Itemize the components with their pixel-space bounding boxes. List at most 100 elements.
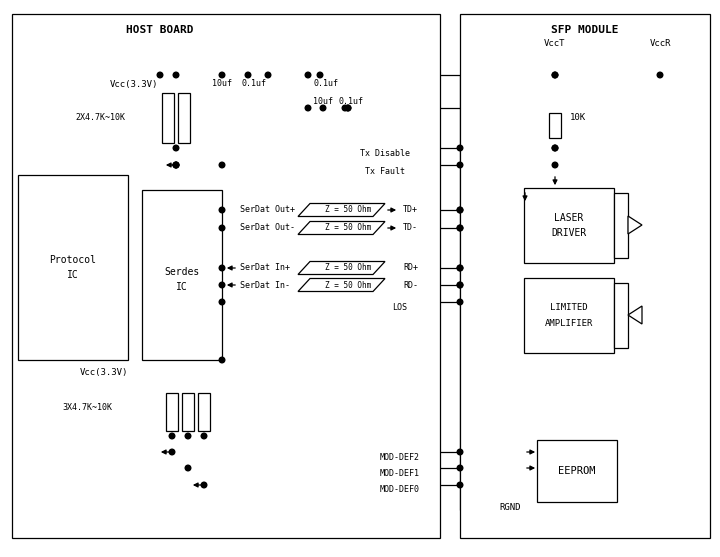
Circle shape xyxy=(345,105,351,111)
Circle shape xyxy=(457,162,463,168)
Text: HOST BOARD: HOST BOARD xyxy=(126,25,194,35)
Circle shape xyxy=(157,72,163,78)
Text: IC: IC xyxy=(67,270,79,280)
Circle shape xyxy=(552,162,558,168)
Bar xyxy=(162,93,174,143)
Circle shape xyxy=(457,225,463,231)
Circle shape xyxy=(305,72,311,78)
Circle shape xyxy=(185,433,191,439)
Text: 10K: 10K xyxy=(570,114,586,123)
Circle shape xyxy=(174,162,179,168)
Text: DRIVER: DRIVER xyxy=(552,228,587,238)
Circle shape xyxy=(457,282,463,288)
Circle shape xyxy=(174,162,179,168)
Text: RGND: RGND xyxy=(499,504,521,512)
Text: Vcc(3.3V): Vcc(3.3V) xyxy=(80,369,128,378)
Circle shape xyxy=(320,105,325,111)
Bar xyxy=(549,113,561,138)
Text: 0.1uf: 0.1uf xyxy=(313,80,338,89)
Circle shape xyxy=(457,207,463,213)
Circle shape xyxy=(246,72,251,78)
Text: Protocol: Protocol xyxy=(50,255,96,265)
Circle shape xyxy=(201,482,207,488)
Text: LIMITED: LIMITED xyxy=(550,304,588,312)
Text: Tx Fault: Tx Fault xyxy=(365,167,405,175)
Text: RD-: RD- xyxy=(403,281,418,290)
Circle shape xyxy=(174,162,179,168)
Circle shape xyxy=(457,282,463,288)
Bar xyxy=(166,393,178,431)
Bar xyxy=(182,393,194,431)
Text: Vcc(3.3V): Vcc(3.3V) xyxy=(110,80,158,89)
Circle shape xyxy=(305,105,311,111)
Polygon shape xyxy=(298,261,385,275)
Circle shape xyxy=(169,433,175,439)
Text: 2X4.7K~10K: 2X4.7K~10K xyxy=(75,114,125,123)
Text: LOS: LOS xyxy=(392,304,407,312)
Text: 0.1uf: 0.1uf xyxy=(338,97,364,106)
Circle shape xyxy=(201,433,207,439)
Text: SerDat Out-: SerDat Out- xyxy=(240,223,295,232)
Circle shape xyxy=(219,282,225,288)
Circle shape xyxy=(219,207,225,213)
Bar xyxy=(142,190,222,360)
Bar xyxy=(524,188,614,263)
Text: 3X4.7K~10K: 3X4.7K~10K xyxy=(62,403,112,413)
Text: EEPROM: EEPROM xyxy=(558,466,595,476)
Circle shape xyxy=(657,72,663,78)
Bar xyxy=(18,175,128,360)
Circle shape xyxy=(169,449,175,455)
Text: TD+: TD+ xyxy=(403,206,418,214)
Text: 10uf: 10uf xyxy=(212,80,232,89)
Bar xyxy=(460,14,710,538)
Circle shape xyxy=(318,72,323,78)
Circle shape xyxy=(219,265,225,271)
Polygon shape xyxy=(628,306,642,324)
Circle shape xyxy=(219,357,225,363)
Text: Z = 50 Ohm: Z = 50 Ohm xyxy=(325,223,371,232)
Circle shape xyxy=(174,145,179,151)
Circle shape xyxy=(345,105,351,111)
Text: VccT: VccT xyxy=(544,38,566,47)
Circle shape xyxy=(174,72,179,78)
Text: Serdes: Serdes xyxy=(164,267,199,277)
Polygon shape xyxy=(298,203,385,217)
Bar xyxy=(12,14,440,538)
Circle shape xyxy=(457,145,463,151)
Circle shape xyxy=(552,72,558,78)
Circle shape xyxy=(219,72,225,78)
Circle shape xyxy=(219,225,225,231)
Text: SFP MODULE: SFP MODULE xyxy=(552,25,618,35)
Bar xyxy=(178,93,190,143)
Text: IC: IC xyxy=(176,282,188,292)
Polygon shape xyxy=(298,278,385,291)
Circle shape xyxy=(219,162,225,168)
Text: MOD-DEF2: MOD-DEF2 xyxy=(380,452,420,462)
Circle shape xyxy=(552,72,558,78)
Circle shape xyxy=(342,105,348,111)
Text: Z = 50 Ohm: Z = 50 Ohm xyxy=(325,263,371,272)
Bar xyxy=(614,193,628,258)
Text: VccR: VccR xyxy=(649,38,671,47)
Bar xyxy=(198,393,210,431)
Text: MOD-DEF0: MOD-DEF0 xyxy=(380,486,420,495)
Text: LASER: LASER xyxy=(554,213,584,223)
Circle shape xyxy=(552,145,558,151)
Text: 0.1uf: 0.1uf xyxy=(241,80,266,89)
Text: RD+: RD+ xyxy=(403,263,418,272)
Circle shape xyxy=(457,299,463,305)
Circle shape xyxy=(457,207,463,213)
Bar xyxy=(614,283,628,348)
Circle shape xyxy=(457,465,463,471)
Text: TD-: TD- xyxy=(403,223,418,232)
Circle shape xyxy=(457,482,463,488)
Polygon shape xyxy=(298,222,385,234)
Text: SerDat Out+: SerDat Out+ xyxy=(240,206,295,214)
Circle shape xyxy=(219,299,225,305)
Bar xyxy=(537,440,617,502)
Circle shape xyxy=(457,265,463,271)
Text: Tx Disable: Tx Disable xyxy=(360,149,410,159)
Circle shape xyxy=(457,449,463,455)
Circle shape xyxy=(457,225,463,231)
Text: SerDat In-: SerDat In- xyxy=(240,281,290,290)
